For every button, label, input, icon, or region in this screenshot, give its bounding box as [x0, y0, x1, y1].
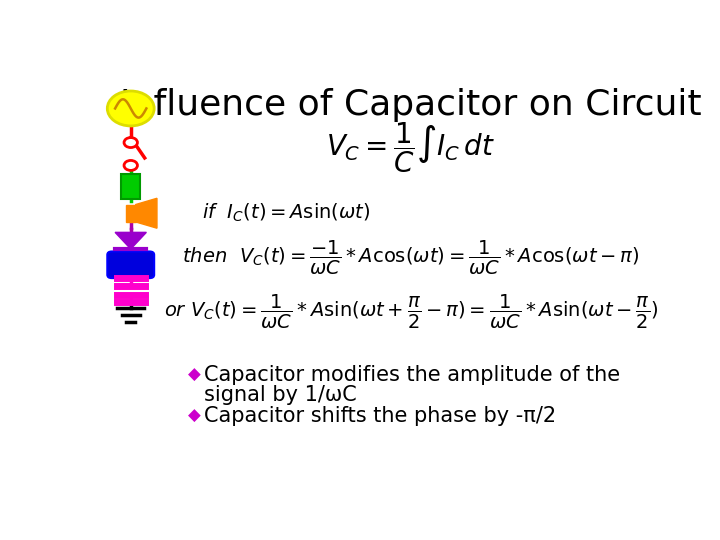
FancyBboxPatch shape: [107, 252, 154, 278]
Text: $or\ V_C(t) = \dfrac{1}{\omega C} * A\sin(\omega t + \dfrac{\pi}{2} - \pi) = \df: $or\ V_C(t) = \dfrac{1}{\omega C} * A\si…: [163, 293, 658, 331]
Text: ◆: ◆: [188, 366, 200, 383]
Circle shape: [124, 160, 138, 171]
Polygon shape: [115, 232, 146, 249]
Text: Influence of Capacitor on Circuit: Influence of Capacitor on Circuit: [120, 87, 702, 122]
Text: Capacitor shifts the phase by -π/2: Capacitor shifts the phase by -π/2: [204, 406, 557, 426]
Circle shape: [107, 91, 154, 126]
FancyBboxPatch shape: [121, 174, 140, 199]
Polygon shape: [136, 198, 157, 228]
Text: ◆: ◆: [188, 407, 200, 425]
Text: Capacitor modifies the amplitude of the: Capacitor modifies the amplitude of the: [204, 364, 621, 384]
Text: $then\ \ V_C(t) = \dfrac{-1}{\omega C} * A\cos(\omega t) = \dfrac{1}{\omega C} *: $then\ \ V_C(t) = \dfrac{-1}{\omega C} *…: [182, 239, 639, 277]
Text: $if\ \ I_C(t) = A\sin(\omega t)$: $if\ \ I_C(t) = A\sin(\omega t)$: [202, 201, 370, 224]
Circle shape: [124, 138, 138, 147]
Text: $V_C = \dfrac{1}{C}\int I_C\, dt$: $V_C = \dfrac{1}{C}\int I_C\, dt$: [326, 120, 495, 176]
Text: signal by 1/ωC: signal by 1/ωC: [204, 386, 357, 406]
FancyBboxPatch shape: [126, 205, 136, 222]
